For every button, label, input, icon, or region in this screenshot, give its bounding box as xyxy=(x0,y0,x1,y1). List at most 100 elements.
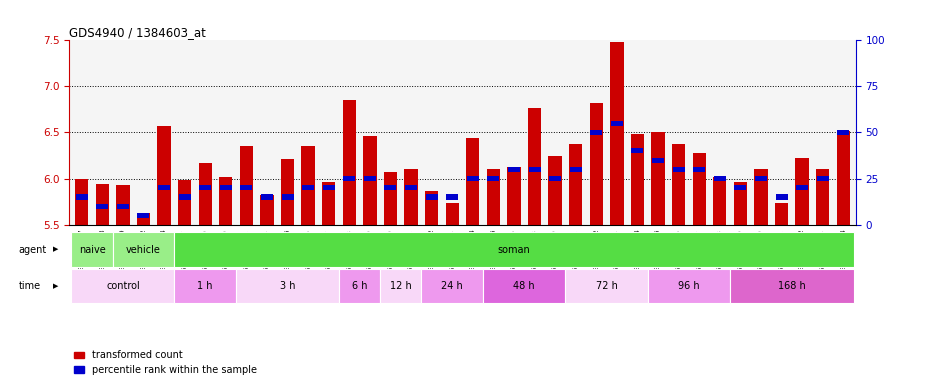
Bar xyxy=(342,100,356,225)
Bar xyxy=(549,176,561,181)
Bar xyxy=(775,194,787,200)
Bar xyxy=(754,169,768,225)
Bar xyxy=(174,269,236,303)
Bar xyxy=(528,167,540,172)
Bar xyxy=(507,167,521,225)
Bar xyxy=(404,169,418,225)
Bar xyxy=(446,202,459,225)
Bar xyxy=(426,194,438,200)
Bar xyxy=(95,184,109,225)
Bar xyxy=(425,190,438,225)
Bar xyxy=(179,194,191,200)
Text: 72 h: 72 h xyxy=(596,281,618,291)
Bar xyxy=(71,269,174,303)
Text: naive: naive xyxy=(79,245,105,255)
Bar xyxy=(405,185,417,190)
Bar xyxy=(549,156,561,225)
Text: 6 h: 6 h xyxy=(352,281,367,291)
Bar xyxy=(652,157,664,163)
Bar xyxy=(421,269,483,303)
Bar xyxy=(816,169,830,225)
Text: 96 h: 96 h xyxy=(678,281,699,291)
Bar xyxy=(323,185,335,190)
Bar xyxy=(467,176,479,181)
Bar xyxy=(632,148,644,154)
Bar xyxy=(508,167,520,172)
Text: time: time xyxy=(18,281,41,291)
Bar xyxy=(178,180,191,225)
Bar xyxy=(240,146,253,225)
Bar xyxy=(75,179,89,225)
Bar xyxy=(260,195,274,225)
Bar xyxy=(219,177,232,225)
Bar xyxy=(174,232,854,267)
Bar xyxy=(199,163,212,225)
Text: control: control xyxy=(106,281,140,291)
Text: 24 h: 24 h xyxy=(441,281,463,291)
Bar xyxy=(466,138,479,225)
Text: ▶: ▶ xyxy=(53,283,58,289)
Text: agent: agent xyxy=(18,245,47,255)
Bar xyxy=(734,185,746,190)
Bar xyxy=(651,132,665,225)
Bar xyxy=(565,269,647,303)
Text: 3 h: 3 h xyxy=(279,281,295,291)
Bar xyxy=(631,134,644,225)
Bar xyxy=(755,176,767,181)
Bar xyxy=(836,131,850,225)
Text: GDS4940 / 1384603_at: GDS4940 / 1384603_at xyxy=(69,26,206,39)
Bar xyxy=(796,185,808,190)
Bar xyxy=(199,185,211,190)
Bar xyxy=(713,177,726,225)
Bar xyxy=(672,144,685,225)
Bar xyxy=(220,185,232,190)
Bar xyxy=(714,176,726,181)
Bar xyxy=(113,232,174,267)
Bar xyxy=(817,176,829,181)
Bar xyxy=(339,269,380,303)
Text: 12 h: 12 h xyxy=(389,281,412,291)
Bar xyxy=(672,167,684,172)
Bar xyxy=(483,269,565,303)
Bar xyxy=(734,182,747,225)
Bar xyxy=(528,108,541,225)
Bar xyxy=(775,202,788,225)
Bar xyxy=(648,269,730,303)
Text: 1 h: 1 h xyxy=(197,281,213,291)
Bar xyxy=(302,185,315,190)
Bar xyxy=(380,269,421,303)
Text: vehicle: vehicle xyxy=(126,245,161,255)
Bar xyxy=(158,185,170,190)
Bar xyxy=(137,213,150,225)
Text: soman: soman xyxy=(498,245,530,255)
Bar xyxy=(281,159,294,225)
Bar xyxy=(693,167,705,172)
Bar xyxy=(117,185,130,225)
Text: ▶: ▶ xyxy=(53,247,58,253)
Bar xyxy=(302,146,314,225)
Bar xyxy=(446,194,458,200)
Bar xyxy=(240,185,253,190)
Bar xyxy=(261,194,273,200)
Bar xyxy=(610,42,623,225)
Bar xyxy=(138,213,150,218)
Bar xyxy=(71,232,113,267)
Bar xyxy=(589,103,603,225)
Bar xyxy=(96,204,108,209)
Bar xyxy=(610,121,623,126)
Bar xyxy=(117,204,129,209)
Text: 48 h: 48 h xyxy=(513,281,535,291)
Bar xyxy=(487,176,500,181)
Bar xyxy=(730,269,854,303)
Bar xyxy=(76,194,88,200)
Bar xyxy=(157,126,171,225)
Bar xyxy=(364,136,376,225)
Bar xyxy=(570,167,582,172)
Bar xyxy=(385,185,397,190)
Bar xyxy=(322,182,336,225)
Bar xyxy=(236,269,339,303)
Text: 168 h: 168 h xyxy=(778,281,806,291)
Bar xyxy=(281,194,293,200)
Legend: transformed count, percentile rank within the sample: transformed count, percentile rank withi… xyxy=(74,351,257,375)
Bar xyxy=(837,130,849,135)
